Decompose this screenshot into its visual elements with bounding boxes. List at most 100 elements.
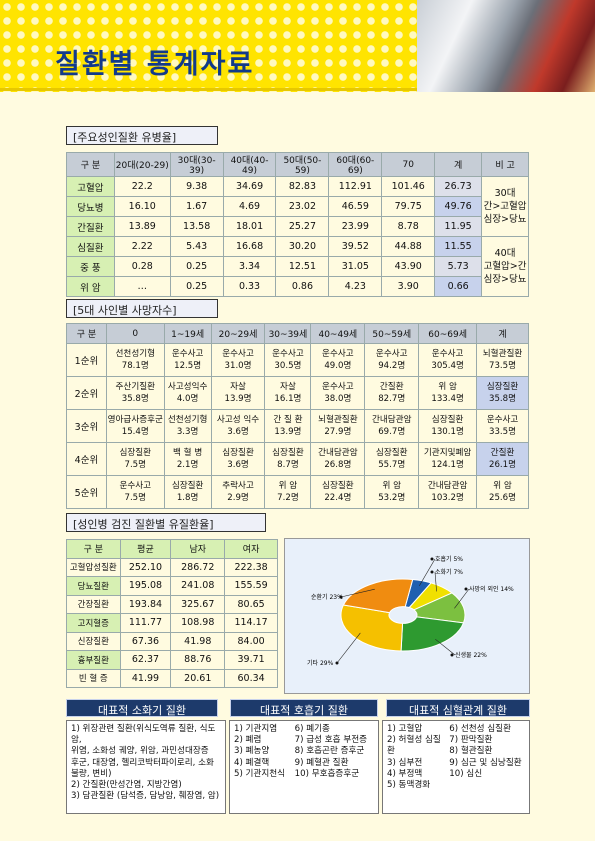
list-item: 10) 무호흡증후군 xyxy=(294,768,360,779)
table-header-row: 구 분 20대(20-29) 30대(30-39) 40대(40-49) 50대(50-… xyxy=(66,152,529,177)
table-cell: 4.69 xyxy=(222,196,277,217)
column-header: 0 xyxy=(105,323,165,344)
list-item: 2) 간질환(만성간염, 지방간염) xyxy=(71,780,182,791)
table-cell: 62.37 xyxy=(119,650,172,670)
pie-svg: 호흡기 5% 소화기 7% 사망의 외인 14% 신생물 22% 기타 29% 순환기 2… xyxy=(307,555,514,667)
table-cell: 운수사고 94.2명 xyxy=(364,343,420,377)
header-divider xyxy=(0,88,417,91)
row-label: 당뇨질환 xyxy=(66,576,121,596)
note-cell: 40대 고혈압>간 심장>당뇨 xyxy=(481,236,529,297)
cell-line: 12.5명 xyxy=(174,361,202,371)
table-row: 흉부질환 62.37 88.76 39.71 xyxy=(66,650,278,670)
table-cell: 111.77 xyxy=(119,613,172,633)
pie-slice xyxy=(413,592,466,624)
table-row: 3순위 영아급사증후군 15.4명 선천성기형 3.3명 사고성 익수 3.6명 간 질 환 1… xyxy=(66,409,529,443)
cell-line: 뇌혈관질환 xyxy=(482,349,523,359)
column-header: 여자 xyxy=(224,539,278,559)
table-cell: 41.98 xyxy=(170,631,226,651)
list-item: 6) 폐기종 xyxy=(294,724,330,734)
cell-line: 25.6명 xyxy=(489,493,517,503)
table-cell: 자살 16.1명 xyxy=(264,376,312,410)
table-cell: 위 암 25.6명 xyxy=(476,475,529,509)
column-header: 50~59세 xyxy=(364,323,420,344)
cell-line: 운수사고 xyxy=(431,349,464,359)
cell-line: 심장질환 xyxy=(272,448,304,458)
table-cell: 심장질환 7.5명 xyxy=(105,442,165,476)
table-cell: 195.08 xyxy=(119,576,172,596)
row-label: 고지혈증 xyxy=(66,613,121,633)
cell-line: 133.4명 xyxy=(431,394,464,404)
table-cell: 사고성익수 4.0명 xyxy=(163,376,212,410)
cell-line: 심장질환 xyxy=(171,481,204,491)
cell-line: 심장질환 xyxy=(119,448,152,458)
cell-line: 73.5명 xyxy=(489,361,517,371)
table-cell: 심장질환 3.6명 xyxy=(210,442,266,476)
cell-line: 49.0명 xyxy=(324,361,352,371)
cell-line: 심장질환 xyxy=(222,448,254,458)
row-label: 3순위 xyxy=(66,409,107,443)
leader-dot xyxy=(430,557,434,561)
table-cell: 11.55 xyxy=(434,236,483,257)
table-row: 고혈압성질환 252.10 286.72 222.38 xyxy=(66,557,278,577)
column-header: 60대(60-69) xyxy=(328,152,383,177)
cell-line: 선천성기형 xyxy=(115,349,156,359)
list-item: 1) 기관지염 xyxy=(234,724,278,734)
table-cell: 11.95 xyxy=(434,216,483,237)
cell-line: 간내담관암 xyxy=(371,415,412,425)
cell-line: 1.8명 xyxy=(176,493,199,503)
cell-line: 16.1명 xyxy=(274,394,302,404)
table-cell: 16.68 xyxy=(222,236,277,257)
list-item: 7) 판막질환 xyxy=(449,735,493,746)
pie-slice xyxy=(400,616,465,652)
table-cell: 0.86 xyxy=(275,276,330,297)
cell-line: 위 암 xyxy=(493,481,512,491)
table-cell: 심장질환 130.1명 xyxy=(418,409,478,443)
cell-line: 기관지및폐암 xyxy=(423,448,472,458)
prevalence-table: 구 분 20대(20-29) 30대(30-39) 40대(40-49) 50대(50-… xyxy=(66,152,529,297)
list-item: 3) 담관질환 (담석증, 담낭암, 췌장염, 암) xyxy=(71,791,220,802)
leader-line xyxy=(454,588,470,609)
cell-line: 자살 xyxy=(230,382,246,392)
leader-line xyxy=(434,571,437,592)
table-cell: 23.99 xyxy=(328,216,383,237)
cell-line: 운수사고 xyxy=(322,382,354,392)
list-item: 4) 부정맥 xyxy=(387,768,423,779)
table-cell: 286.72 xyxy=(170,557,226,577)
cell-line: 심장질환 xyxy=(375,448,408,458)
table-cell: 운수사고 30.5명 xyxy=(264,343,312,377)
column-header: 평균 xyxy=(119,539,172,559)
digestive-list: 1) 위장관련 질환(위식도역류 질환, 식도암, 위염, 소화성 궤양, 위암… xyxy=(66,720,226,814)
table-cell: 46.59 xyxy=(328,196,383,217)
cell-line: 백 혈 병 xyxy=(173,448,203,458)
column-header: 20~29세 xyxy=(210,323,266,344)
column-header: 비 고 xyxy=(481,152,529,177)
list-item: 1) 위장관련 질환(위식도역류 질환, 식도암, xyxy=(71,724,216,746)
cell-line: 8.7명 xyxy=(277,460,299,470)
cell-line: 심장질환 xyxy=(431,415,464,425)
leader-line xyxy=(435,638,456,656)
cell-line: 운수사고 xyxy=(171,349,204,359)
table-row: 1순위 선천성기형 78.1명 운수사고 12.5명 운수사고 31.0명 운수사고 30.5명… xyxy=(66,343,529,377)
cell-line: 운수사고 xyxy=(222,349,254,359)
list-item: 9) 폐혈관 질환 xyxy=(294,757,349,768)
column-header: 40대(40-49) xyxy=(222,152,277,177)
table-cell: 9.38 xyxy=(169,176,224,197)
list-item: 3) 심부전 xyxy=(387,757,423,768)
table-cell: 운수사고 7.5명 xyxy=(105,475,165,509)
cell-line: 3.3명 xyxy=(176,427,199,437)
page-title: 질환별 통계자료 xyxy=(55,49,255,80)
table-header-row: 구 분 평균 남자 여자 xyxy=(66,539,278,559)
row-label: 당뇨병 xyxy=(66,196,115,217)
table-cell: 심장질환 1.8명 xyxy=(163,475,212,509)
slice-label: 소화기 7% xyxy=(435,568,463,576)
cell-line: 35.8명 xyxy=(489,394,517,404)
table-cell: 16.10 xyxy=(113,196,171,217)
cell-line: 사고성익수 xyxy=(167,382,208,392)
table-row: 당뇨질환 195.08 241.08 155.59 xyxy=(66,576,278,596)
table-cell: 49.76 xyxy=(434,196,483,217)
cell-line: 103.2명 xyxy=(431,493,464,503)
table-row: 빈 혈 증 41.99 20.61 60.34 xyxy=(66,668,278,688)
table-cell: 0.33 xyxy=(222,276,277,297)
note-line: 30대 xyxy=(494,188,516,199)
list-item: 8) 호흡곤란 증후군 xyxy=(294,746,365,757)
